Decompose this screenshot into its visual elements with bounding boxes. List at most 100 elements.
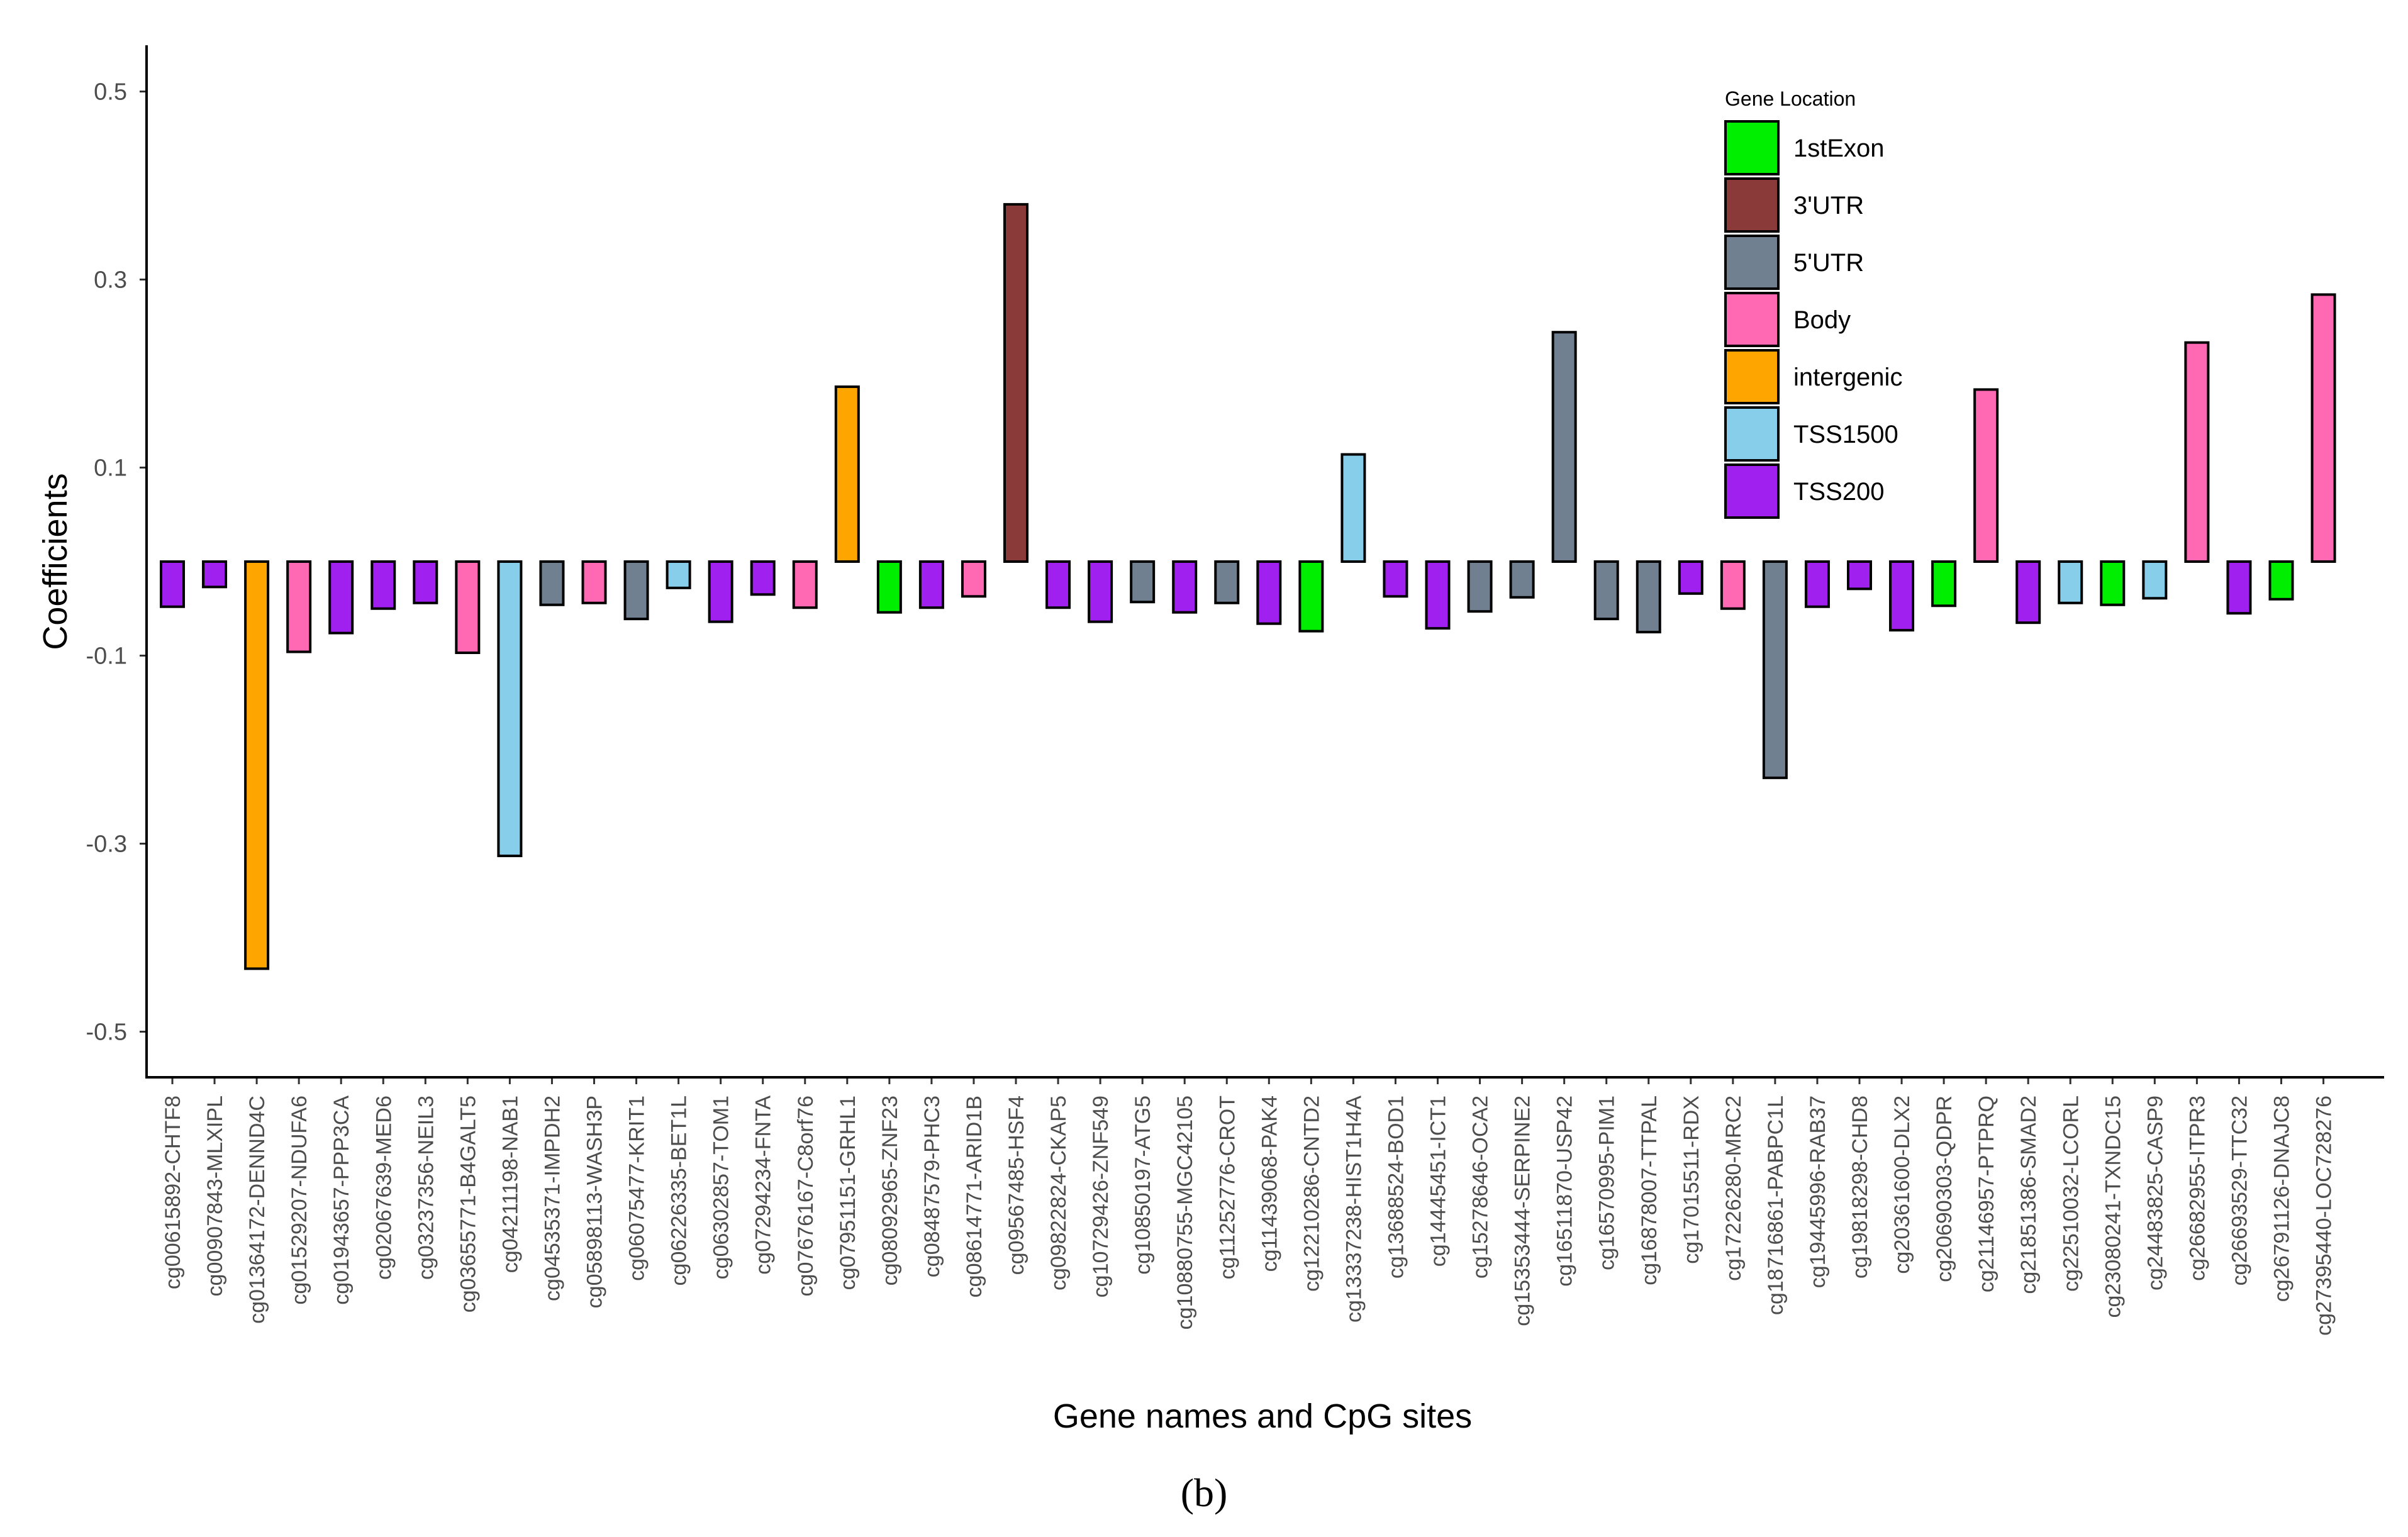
x-tick-label: cg21851386-SMAD2 [2017,1096,2041,1294]
bar [1425,560,1451,630]
x-tick-label: cg14445451-ICT1 [1427,1096,1451,1267]
y-axis-title: Coefficients [36,473,74,650]
bar [539,560,565,606]
x-tick-label: cg20690303-QDPR [1932,1096,1956,1282]
y-tick-label: 0.1 [94,455,127,482]
x-tick-label: cg11439068-PAK4 [1257,1096,1281,1272]
legend-entry-label: 5'UTR [1793,249,1864,277]
x-tick-label: cg23080241-TXNDC15 [2101,1096,2125,1318]
legend-entry-label: TSS1500 [1793,421,1898,448]
bar [1383,560,1408,598]
y-axis-ticks: 0.5 0.3 0.1 -0.1 -0.3 -0.5 [86,79,147,1046]
x-tick-label: cg10729426-ZNF549 [1089,1096,1113,1297]
bar [1130,560,1156,604]
x-tick-label: cg13688524-BOD1 [1384,1096,1408,1279]
bar [2310,293,2336,563]
x-tick-label: cg15353444-SERPINE2 [1511,1096,1535,1326]
bar [2100,560,2126,606]
y-tick-label: 0.5 [94,79,127,106]
x-tick-label: cg00907843-MLXIPL [203,1096,227,1296]
bar [1003,203,1028,563]
legend-swatch [1724,463,1780,519]
legend-entry-label: Body [1793,306,1851,334]
x-tick-label: cg19445996-RAB37 [1806,1096,1830,1288]
bar [623,560,649,621]
x-axis-ticks: cg00615892-CHTF8 cg00907843-MLXIPL cg01364… [161,1077,2336,1336]
bar [2058,560,2083,604]
bar [1720,560,1746,610]
x-tick-label: cg17226280-MRC2 [1722,1096,1746,1281]
legend-swatch [1724,177,1780,233]
x-tick-label: cg06302857-TOM1 [710,1096,733,1279]
bar [750,560,776,596]
bar [1973,388,1999,563]
x-tick-label: cg24483825-CASP9 [2143,1096,2167,1290]
bar [708,560,733,623]
bar [1678,560,1703,595]
x-tick-label: cg07951151-GRHL1 [836,1096,860,1290]
bar [666,560,691,589]
bar [1045,560,1071,609]
bar [1804,560,1830,608]
legend-title: Gene Location [1725,87,1856,110]
legend: Gene Location 1stExon 3'UTR 5'UTR Body inter… [1724,87,1902,519]
x-tick-label: cg03237356-NEIL3 [414,1096,438,1280]
x-tick-label: cg07676167-C8orf76 [794,1096,818,1296]
y-tick-label: 0.3 [94,267,127,294]
bar [497,560,523,857]
legend-entry-label: 1stExon [1793,135,1885,162]
bar [1172,560,1198,614]
x-tick-label: cg02067639-MED6 [372,1096,396,1280]
x-tick-label: cg03655771-B4GALT5 [456,1096,480,1312]
x-tick-label: cg01943657-PPP3CA [330,1096,354,1305]
x-tick-label: cg06226335-BET1L [667,1096,691,1285]
legend-entry-label: intergenic [1793,363,1902,391]
y-tick-label: -0.3 [86,831,127,858]
panel-label: (b) [1181,1470,1228,1515]
x-tick-label: cg10850197-ATG5 [1131,1096,1155,1275]
x-tick-label: cg06075477-KRIT1 [625,1096,649,1281]
bar [244,560,270,970]
bar [2268,560,2294,601]
y-tick-label: -0.5 [86,1019,127,1046]
x-tick-label: cg09822824-CKAP5 [1047,1096,1071,1290]
bar [1298,560,1324,633]
y-tick-label: -0.1 [86,643,127,670]
x-tick-label: cg08092965-ZNF23 [878,1096,902,1285]
bar [2142,560,2168,600]
bar [1636,560,1661,634]
x-tick-label: cg27395440-LOC728276 [2312,1096,2336,1336]
x-tick-label: cg09567485-HSF4 [1005,1096,1028,1275]
bar [328,560,354,635]
bar [1551,331,1577,563]
bar [1509,560,1535,599]
x-tick-label: cg13337238-HIST1H4A [1342,1096,1366,1323]
bar [1214,560,1240,604]
bar [1847,560,1872,591]
x-tick-label: cg16511870-USP42 [1553,1096,1577,1287]
legend-entry-label: 3'UTR [1793,192,1864,219]
x-tick-label: cg18716861-PABPC1L [1764,1096,1788,1315]
x-tick-label: cg16878007-TTPAL [1637,1096,1661,1285]
bar [1889,560,1915,632]
bar [2184,341,2210,563]
legend-swatch [1724,235,1780,290]
x-tick-label: cg17015511-RDX [1680,1096,1703,1264]
bar [876,560,902,614]
bar [1931,560,1957,608]
x-tick-label: cg26791126-DNAJC8 [2270,1096,2294,1302]
x-tick-label: cg26682955-ITPR3 [2185,1096,2209,1281]
x-tick-label: cg01529207-NDUFA6 [287,1096,311,1305]
x-tick-label: cg16570995-PIM1 [1595,1096,1619,1270]
bar [2015,560,2041,624]
bar [286,560,312,653]
bar [834,385,860,563]
x-tick-label: cg12210286-CNTD2 [1300,1096,1324,1292]
x-tick-label: cg07294234-FNTA [752,1096,776,1275]
bar [1341,453,1366,563]
x-tick-label: cg15278646-OCA2 [1469,1096,1493,1279]
bar [581,560,607,604]
legend-swatch [1724,349,1780,404]
bar [918,560,944,609]
x-tick-label: cg05898113-WASH3P [583,1096,607,1308]
